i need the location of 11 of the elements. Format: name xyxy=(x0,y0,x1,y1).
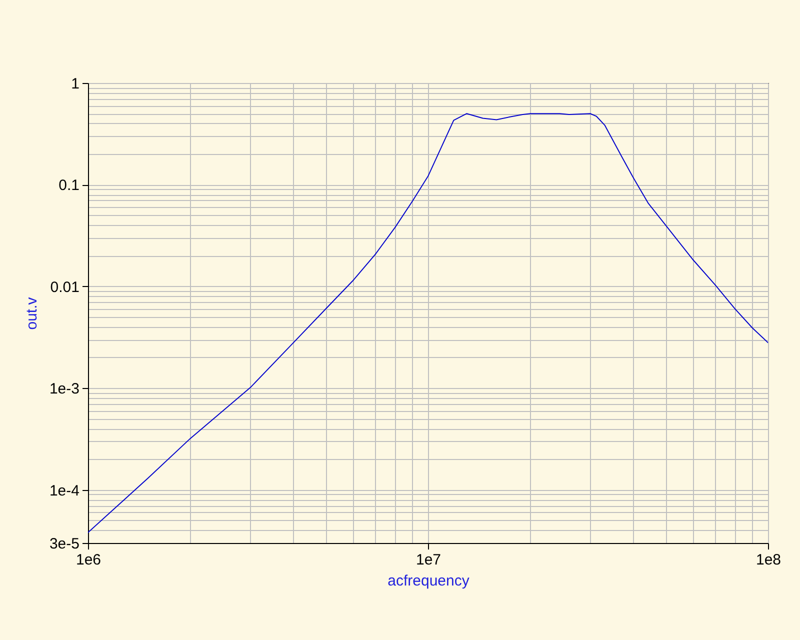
x-tick-label: 1e7 xyxy=(416,552,442,568)
y-tick-label: 3e-5 xyxy=(49,536,80,552)
y-tick-label: 0.1 xyxy=(58,177,80,194)
x-tick-label: 1e8 xyxy=(756,552,782,568)
y-tick-label: 0.01 xyxy=(50,278,80,296)
x-axis-title: acfrequency xyxy=(388,572,470,590)
y-tick-label: 1 xyxy=(71,76,80,92)
y-tick-label: 1e-4 xyxy=(49,482,80,500)
y-tick-label: 1e-3 xyxy=(49,380,80,398)
y-axis-title: out.v xyxy=(23,296,40,330)
x-tick-label: 1e6 xyxy=(76,552,102,568)
